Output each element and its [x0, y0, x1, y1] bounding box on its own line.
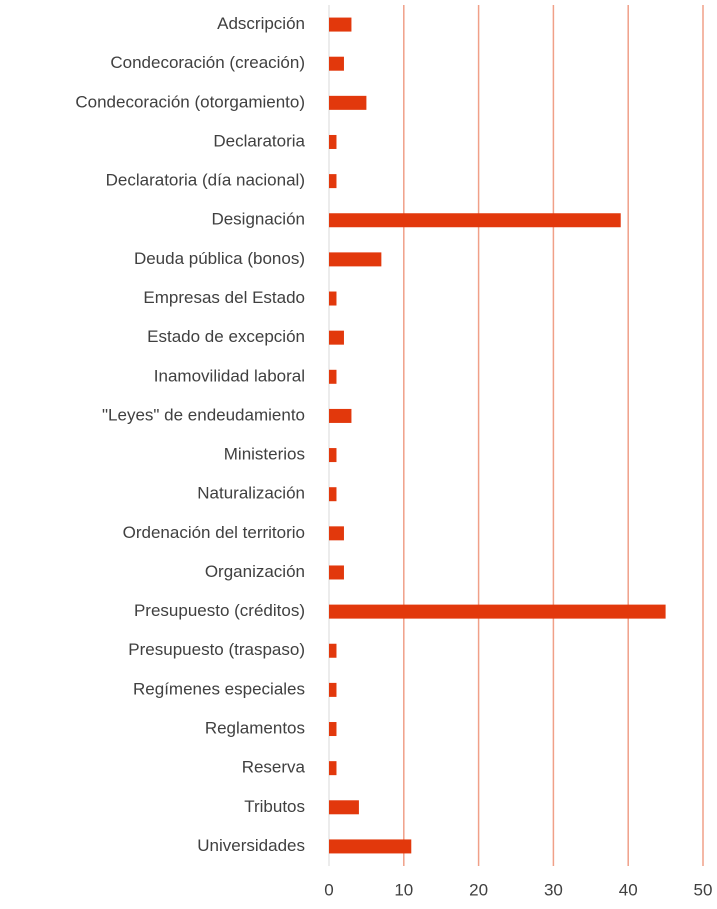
y-tick-label: Naturalización: [197, 484, 305, 503]
bar: [329, 722, 337, 737]
x-tick-label: 50: [694, 880, 713, 899]
y-tick-label: Declaratoria (día nacional): [106, 171, 305, 190]
y-tick-label: Adscripción: [217, 14, 305, 33]
bar: [329, 174, 337, 189]
bar: [329, 56, 344, 71]
y-tick-label: Regímenes especiales: [133, 679, 305, 698]
y-tick-label: Condecoración (otorgamiento): [75, 92, 305, 111]
y-tick-label: Tributos: [244, 797, 305, 816]
bar: [329, 252, 382, 267]
y-tick-label: Reserva: [242, 758, 306, 777]
bar: [329, 839, 412, 854]
bar: [329, 448, 337, 463]
bar: [329, 95, 367, 110]
x-tick-label: 30: [544, 880, 563, 899]
bar: [329, 213, 621, 228]
bar: [329, 682, 337, 697]
y-tick-label: Ministerios: [224, 445, 305, 464]
x-tick-label: 40: [619, 880, 638, 899]
y-tick-label: Estado de excepción: [147, 327, 305, 346]
y-tick-label: Presupuesto (créditos): [134, 601, 305, 620]
x-tick-label: 10: [394, 880, 413, 899]
y-tick-label: Presupuesto (traspaso): [128, 640, 305, 659]
bar: [329, 643, 337, 658]
y-tick-label: Empresas del Estado: [143, 288, 305, 307]
y-tick-label: Deuda pública (bonos): [134, 249, 305, 268]
bar: [329, 565, 344, 580]
bar: [329, 134, 337, 149]
y-tick-label: Declaratoria: [213, 131, 305, 150]
bar: [329, 17, 352, 32]
y-tick-label: Reglamentos: [205, 719, 305, 738]
y-tick-label: "Leyes" de endeudamiento: [102, 405, 305, 424]
bar: [329, 408, 352, 423]
bar: [329, 761, 337, 776]
x-tick-label: 20: [469, 880, 488, 899]
bar: [329, 800, 359, 815]
bar: [329, 604, 666, 619]
x-tick-label: 0: [324, 880, 333, 899]
y-tick-label: Ordenación del territorio: [123, 523, 305, 542]
bar: [329, 487, 337, 502]
y-tick-label: Designación: [211, 210, 305, 229]
bar: [329, 369, 337, 384]
y-tick-label: Condecoración (creación): [110, 53, 305, 72]
y-tick-label: Universidades: [197, 836, 305, 855]
bar: [329, 526, 344, 541]
bar: [329, 291, 337, 306]
y-tick-label: Inamovilidad laboral: [154, 366, 305, 385]
y-tick-label: Organización: [205, 562, 305, 581]
bar: [329, 330, 344, 345]
